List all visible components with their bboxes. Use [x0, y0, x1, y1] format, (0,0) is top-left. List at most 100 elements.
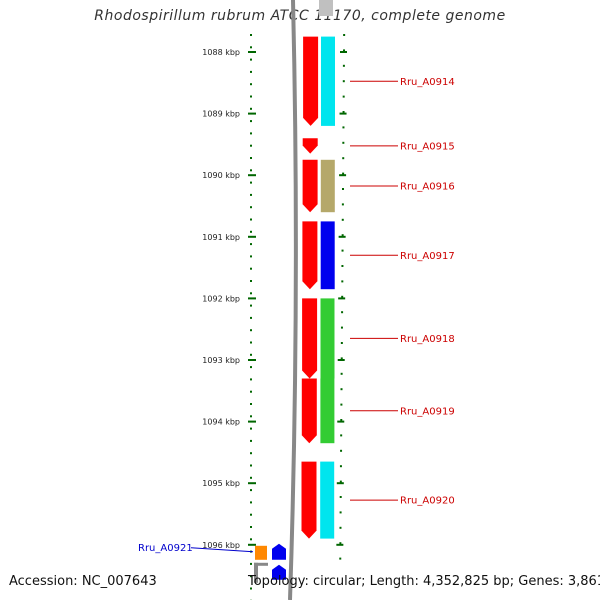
ruler-minor-tick — [250, 95, 252, 98]
ruler-minor-tick — [250, 157, 252, 159]
gene-label-rru_a0919[interactable]: Rru_A0919 — [400, 406, 455, 417]
ruler-minor-tick — [250, 169, 252, 172]
ruler-minor-tick — [343, 49, 346, 52]
ruler-major-tick — [337, 359, 345, 361]
accession-text: Accession: NC_007643 — [9, 574, 157, 589]
ruler-minor-tick — [250, 366, 252, 369]
ruler-minor-tick — [250, 427, 252, 430]
gene-label-rru_a0917[interactable]: Rru_A0917 — [400, 251, 455, 262]
ruler-major-tick — [248, 359, 256, 361]
ruler-minor-tick — [250, 193, 252, 196]
gene-label-rru_a0916[interactable]: Rru_A0916 — [400, 182, 455, 193]
ruler-minor-tick — [250, 280, 252, 282]
ruler-minor-tick — [340, 419, 343, 421]
gene-arrow-rru_a0916[interactable] — [302, 159, 318, 213]
ruler-major-tick — [248, 543, 256, 546]
map-title: Rhodospirillum rubrum ATCC 11170, comple… — [94, 8, 506, 24]
ruler-major-tick — [248, 51, 256, 53]
ruler-tick-label: 1089 kbp — [202, 110, 240, 119]
ruler-minor-tick — [340, 434, 343, 437]
ruler-major-tick — [336, 482, 344, 485]
ruler-minor-tick — [250, 316, 252, 319]
ruler-minor-tick — [339, 465, 342, 468]
gene-arrow-secondary[interactable] — [272, 564, 286, 580]
ruler-minor-tick — [250, 120, 252, 123]
gene-arrow-rru_a0919[interactable] — [301, 378, 317, 444]
gene-arrow-rru_a0915[interactable] — [302, 138, 318, 154]
gene-arrow-rru_a0914[interactable] — [303, 36, 319, 126]
ruler-minor-tick — [250, 144, 252, 147]
ruler-minor-tick — [250, 476, 252, 479]
ruler-minor-tick — [250, 304, 252, 307]
ruler-minor-tick — [340, 357, 343, 360]
ruler-minor-tick — [250, 353, 252, 356]
genome-stats-text: Topology: circular; Length: 4,352,825 bp… — [248, 574, 600, 589]
ruler-minor-tick — [250, 341, 252, 344]
ruler-major-tick — [248, 112, 256, 115]
cog-bar-rru_a0920 — [320, 461, 335, 539]
gene-label-rru_a0914[interactable]: Rru_A0914 — [400, 77, 455, 88]
ruler-minor-tick — [250, 267, 252, 270]
ruler-minor-tick — [250, 292, 252, 295]
ruler-minor-tick — [250, 587, 252, 590]
ruler-minor-tick — [339, 526, 342, 529]
ruler-minor-tick — [250, 415, 252, 418]
ruler-tick-label: 1091 kbp — [202, 233, 240, 242]
ruler-tick-label: 1093 kbp — [202, 356, 240, 365]
ruler-minor-tick — [250, 329, 252, 332]
ruler-minor-tick — [250, 464, 252, 467]
ruler-minor-tick — [340, 403, 343, 406]
ruler-minor-tick — [250, 46, 252, 49]
ruler-tick-label: 1095 kbp — [202, 479, 240, 488]
gene-arrow-rru_a0920[interactable] — [301, 461, 317, 539]
ruler-minor-tick — [250, 243, 252, 246]
ruler-major-tick — [248, 235, 256, 238]
ruler-minor-tick — [250, 575, 252, 578]
ruler-minor-tick — [250, 513, 252, 516]
ruler-minor-tick — [339, 557, 342, 560]
gene-arrow-rru_a0918[interactable] — [302, 298, 318, 379]
ruler-minor-tick — [342, 80, 345, 83]
ruler-major-tick — [339, 112, 347, 115]
gene-arrow-rru_a0921[interactable] — [272, 543, 286, 560]
ruler-minor-tick — [250, 255, 252, 258]
gene-labels: Rru_A0914 Rru_A0915 Rru_A0916 Rru_A0917 Rru_… — [138, 77, 455, 554]
ruler-minor-tick — [339, 511, 342, 514]
ruler-minor-tick — [341, 249, 344, 252]
ruler-minor-tick — [340, 326, 343, 329]
ruler-minor-tick — [342, 172, 345, 175]
ruler-major-tick — [338, 297, 346, 300]
cog-none-segment — [319, 0, 333, 16]
ruler-minor-tick — [341, 311, 344, 314]
ruler-minor-tick — [250, 489, 252, 492]
ruler-minor-tick — [250, 562, 252, 565]
ruler-minor-tick — [340, 372, 343, 375]
ruler-minor-tick — [339, 480, 342, 483]
cog-none-segment — [254, 562, 258, 583]
ruler-major-tick — [248, 174, 256, 177]
ruler-minor-tick — [341, 265, 344, 267]
ruler-minor-tick — [342, 126, 345, 129]
ruler-minor-tick — [341, 295, 344, 298]
ruler-minor-tick — [250, 230, 252, 233]
gene-label-rru_a0921[interactable]: Rru_A0921 — [138, 543, 193, 554]
gene-label-rru_a0920[interactable]: Rru_A0920 — [400, 496, 455, 507]
ruler-major-tick — [339, 174, 347, 177]
gene-label-rru_a0915[interactable]: Rru_A0915 — [400, 141, 455, 152]
cog-bar-rru_a0917 — [320, 221, 335, 290]
ruler-minor-tick — [339, 496, 342, 498]
ruler-minor-tick — [250, 34, 252, 36]
ruler-major-tick — [337, 420, 345, 423]
ruler-minor-tick — [342, 95, 345, 98]
ruler-minor-tick — [250, 83, 252, 86]
ruler-minor-tick — [250, 526, 252, 528]
cog-bar-rru_a0914 — [321, 36, 335, 126]
ruler-minor-tick — [341, 234, 344, 237]
gene-tracks — [254, 36, 335, 583]
ruler-minor-tick — [341, 280, 344, 283]
gene-label-rru_a0918[interactable]: Rru_A0918 — [400, 334, 455, 345]
gene-arrow-rru_a0917[interactable] — [302, 221, 318, 290]
cog-bar-rru_a0916 — [320, 159, 335, 213]
